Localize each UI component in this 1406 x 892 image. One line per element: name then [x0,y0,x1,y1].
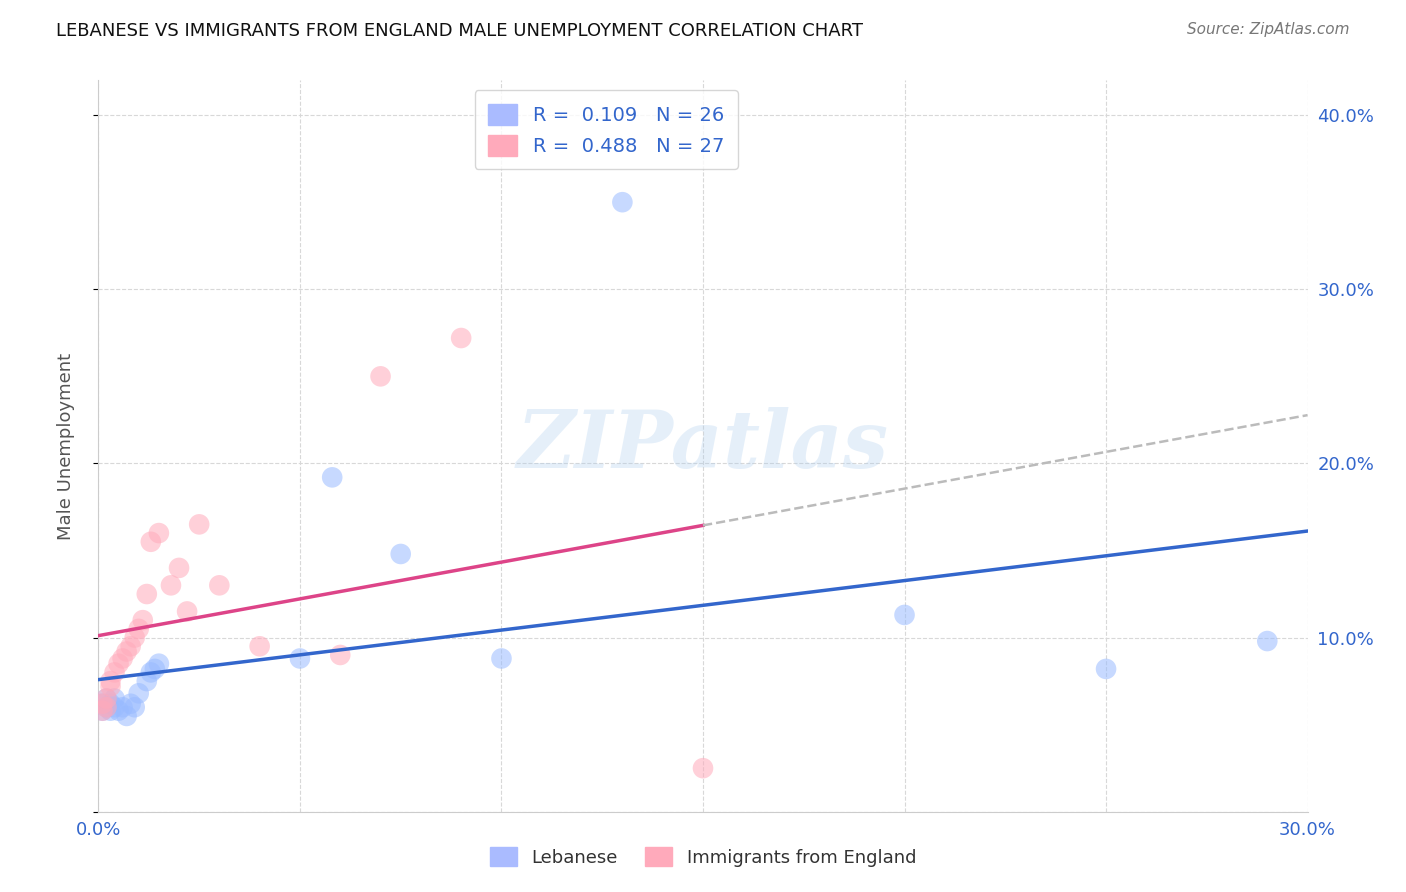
Point [120,640,142,654]
Point [128,686,150,700]
Point [100,674,122,689]
Point [103,665,125,680]
Point [321,470,343,484]
Point [208,578,231,592]
Point [139,665,162,680]
Point [96,691,118,706]
Text: ZIPatlas: ZIPatlas [517,408,889,484]
Point [1256,634,1278,648]
Point [893,607,915,622]
Point [249,640,271,654]
Point [120,697,142,711]
Point [107,704,129,718]
Point [91,697,114,711]
Point [135,587,157,601]
Point [124,631,146,645]
Point [103,691,125,706]
Point [612,195,634,210]
Point [329,648,352,662]
Point [91,704,114,718]
Text: LEBANESE VS IMMIGRANTS FROM ENGLAND MALE UNEMPLOYMENT CORRELATION CHART: LEBANESE VS IMMIGRANTS FROM ENGLAND MALE… [56,22,863,40]
Point [96,691,118,706]
Point [115,709,138,723]
Legend: Lebanese, Immigrants from England: Lebanese, Immigrants from England [482,840,924,874]
Point [1095,662,1118,676]
Text: Source: ZipAtlas.com: Source: ZipAtlas.com [1187,22,1350,37]
Point [692,761,714,775]
Point [111,700,134,714]
Point [188,517,211,532]
Point [167,561,190,575]
Point [100,697,122,711]
Point [148,526,170,541]
Point [288,651,311,665]
Point [96,700,118,714]
Point [370,369,392,384]
Point [491,651,513,665]
Point [107,657,129,671]
Point [124,700,146,714]
Point [132,613,155,627]
Point [148,657,170,671]
Point [128,622,150,636]
Y-axis label: Male Unemployment: Male Unemployment [56,352,75,540]
Point [100,704,122,718]
Point [111,651,134,665]
Point [389,547,412,561]
Point [91,697,114,711]
Point [160,578,183,592]
Point [176,604,198,618]
Point [143,662,166,676]
Point [139,534,162,549]
Point [100,679,122,693]
Point [115,644,138,658]
Point [91,704,114,718]
Point [96,700,118,714]
Point [103,700,125,714]
Point [450,331,472,345]
Point [135,674,157,689]
Legend: R =  0.109   N = 26, R =  0.488   N = 27: R = 0.109 N = 26, R = 0.488 N = 27 [475,90,738,169]
